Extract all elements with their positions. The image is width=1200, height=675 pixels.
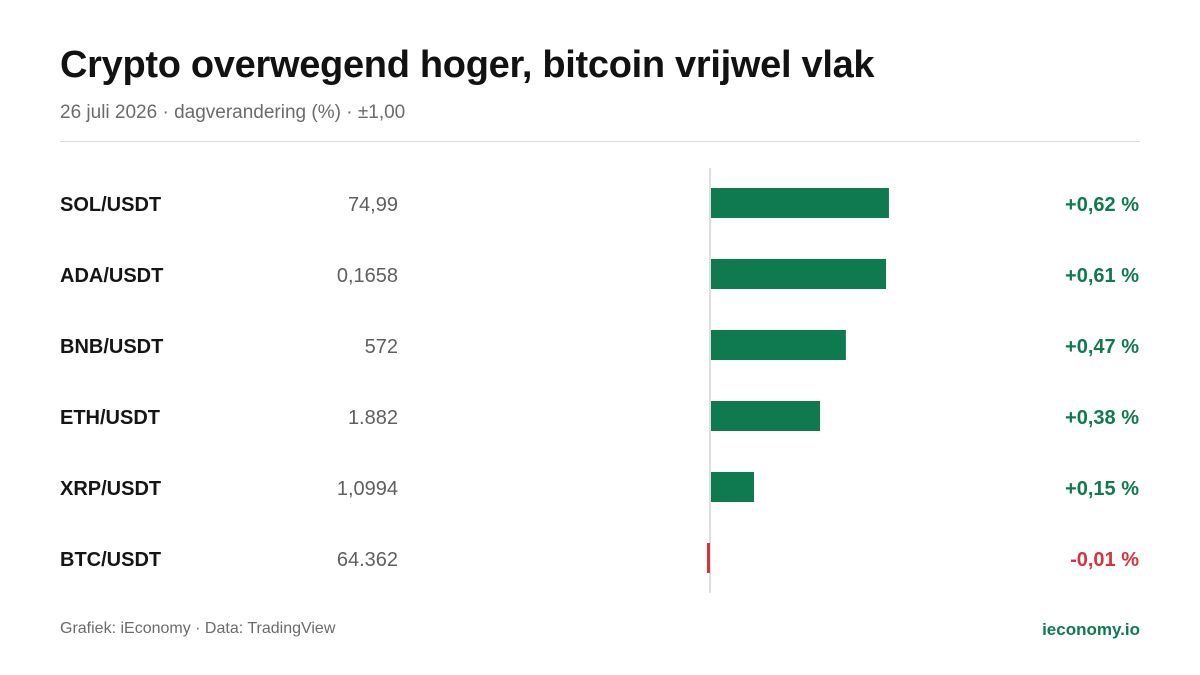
bar — [711, 472, 755, 502]
bar — [707, 543, 710, 573]
category-label: BNB/USDT — [60, 336, 163, 358]
price-label: 74,99 — [348, 194, 398, 216]
category-label: ETH/USDT — [60, 407, 160, 429]
bar — [711, 401, 821, 431]
category-label: SOL/USDT — [60, 194, 161, 216]
value-label: +0,47 % — [1065, 336, 1139, 358]
category-label: BTC/USDT — [60, 549, 161, 571]
price-label: 1.882 — [348, 407, 398, 429]
bar — [711, 188, 889, 218]
chart-subtitle: 26 juli 2026 · dagverandering (%) · ±1,0… — [60, 102, 406, 123]
price-label: 572 — [365, 336, 398, 358]
bar — [711, 330, 846, 360]
footer-brand-link[interactable]: ieconomy.io — [1042, 620, 1140, 639]
chart-title: Crypto overwegend hoger, bitcoin vrijwel… — [60, 44, 875, 86]
header-divider — [60, 141, 1140, 142]
price-label: 0,1658 — [337, 265, 398, 287]
footer-source: Grafiek: iEconomy · Data: TradingView — [60, 620, 336, 637]
bar — [711, 259, 887, 289]
category-label: XRP/USDT — [60, 478, 161, 500]
value-label: -0,01 % — [1070, 549, 1139, 571]
value-label: +0,38 % — [1065, 407, 1139, 429]
price-label: 1,0994 — [337, 478, 398, 500]
value-label: +0,62 % — [1065, 194, 1139, 216]
price-label: 64.362 — [337, 549, 398, 571]
category-label: ADA/USDT — [60, 265, 163, 287]
value-label: +0,61 % — [1065, 265, 1139, 287]
value-label: +0,15 % — [1065, 478, 1139, 500]
